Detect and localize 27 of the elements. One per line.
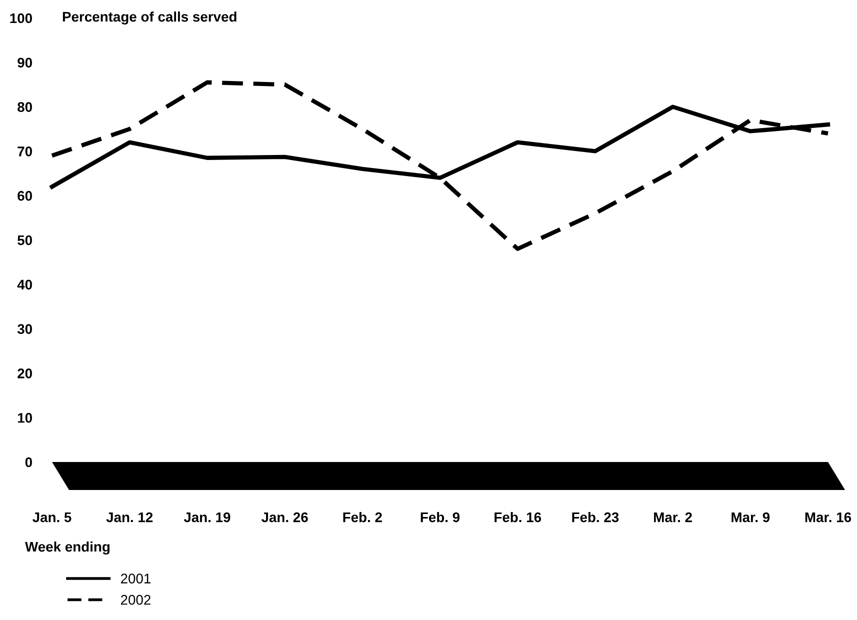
x-tick-label: Jan. 19	[184, 512, 230, 522]
legend-label: 2001	[120, 574, 150, 584]
y-tick-label: 60	[18, 190, 32, 201]
x-tick-label: Feb. 9	[420, 512, 460, 522]
x-tick-label: Mar. 9	[732, 512, 770, 522]
line-series	[50, 80, 830, 251]
y-tick-label: 80	[18, 102, 32, 112]
x-tick-label: Jan. 26	[261, 512, 308, 522]
x-tick-label: Feb. 2	[343, 512, 382, 522]
x-tick-label: Feb. 23	[572, 512, 619, 522]
x-axis-title: Week ending	[25, 541, 110, 555]
x-tick-label: Mar. 16	[805, 512, 852, 522]
y-tick-label: 100	[10, 13, 32, 24]
x-tick-label: Mar. 2	[654, 512, 692, 522]
x-tick-label: Feb. 16	[494, 512, 542, 522]
x-tick-label: Jan. 5	[32, 512, 72, 522]
y-tick-label: 20	[18, 368, 32, 378]
y-tick-label: 0	[25, 457, 32, 468]
x-tick-label: Jan. 12	[106, 512, 153, 522]
y-tick-label: 40	[17, 280, 32, 290]
y-axis-title: Percentage of calls served	[62, 11, 236, 25]
legend-label: 2002	[120, 594, 150, 605]
y-tick-label: 70	[18, 146, 32, 156]
y-tick-label: 10	[18, 412, 32, 423]
y-tick-label: 30	[17, 324, 32, 334]
y-tick-label: 90	[18, 58, 32, 68]
y-tick-label: 50	[18, 235, 32, 246]
